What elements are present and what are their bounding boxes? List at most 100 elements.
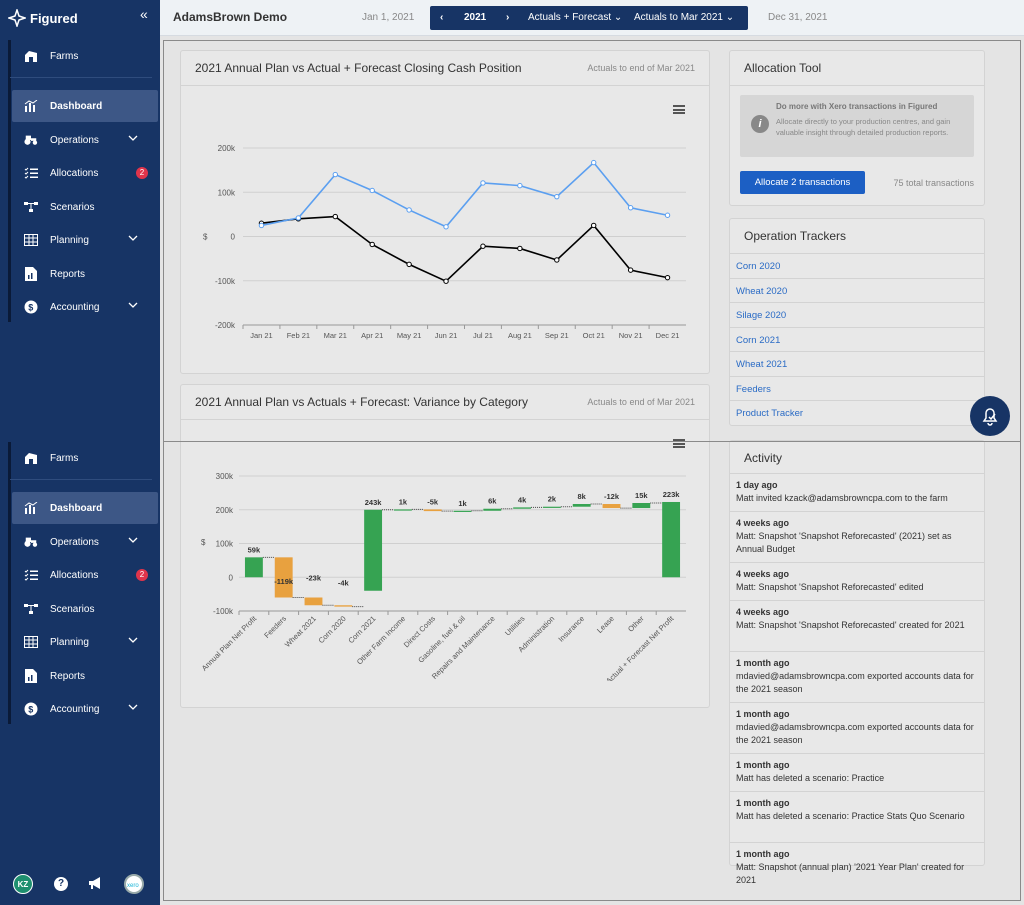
data-point[interactable] (591, 159, 597, 166)
allocate-transactions-button[interactable]: Allocate 2 transactions (740, 171, 865, 194)
waterfall-bar[interactable] (453, 510, 472, 512)
waterfall-bar[interactable] (393, 509, 412, 511)
activity-item: 4 weeks ago Matt: Snapshot 'Snapshot Refo… (730, 600, 985, 651)
sidebar-item-accounting[interactable]: $ Accounting (12, 693, 158, 725)
sidebar-item-scenarios[interactable]: Scenarios (12, 593, 158, 625)
data-point[interactable] (332, 213, 338, 220)
waterfall-bar[interactable] (542, 506, 561, 508)
data-point[interactable] (664, 212, 671, 218)
activity-title: Activity (744, 451, 783, 465)
data-point[interactable] (664, 274, 671, 281)
x-tick-label: Mar 21 (324, 331, 347, 340)
chart-menu-icon[interactable] (673, 439, 685, 448)
prev-year-icon[interactable]: ‹ (440, 12, 444, 23)
waterfall-bar[interactable] (632, 503, 651, 509)
info-title: Do more with Xero transactions in Figure… (776, 102, 938, 111)
data-point[interactable] (406, 207, 412, 213)
data-label: 1k (399, 497, 408, 506)
activity-item: 1 month ago Matt has deleted a scenario: … (730, 791, 985, 842)
waterfall-bar[interactable] (483, 508, 502, 511)
user-avatar[interactable]: KZ (13, 874, 33, 894)
report-icon (24, 267, 38, 281)
data-point[interactable] (627, 267, 634, 273)
data-point[interactable] (369, 187, 375, 194)
chart-menu-icon[interactable] (673, 105, 685, 114)
sidebar-item-operations[interactable]: Operations (12, 526, 158, 558)
activity-time: 1 month ago (736, 709, 790, 719)
tracker-link[interactable]: Wheat 2020 (730, 277, 985, 302)
tracker-link[interactable]: Product Tracker (730, 400, 985, 424)
range-dropdown[interactable]: Actuals to Mar 2021 ⌄ (634, 12, 734, 23)
sidebar-item-scenarios[interactable]: Scenarios (12, 191, 158, 223)
data-point[interactable] (480, 180, 486, 186)
tracker-link[interactable]: Corn 2020 (730, 253, 985, 277)
sidebar-item-reports[interactable]: Reports (12, 660, 158, 692)
data-label: -5k (427, 497, 439, 506)
figured-logo[interactable]: Figured (8, 6, 78, 30)
sidebar-item-allocations[interactable]: Allocations 2 (12, 559, 158, 591)
waterfall-bar[interactable] (334, 605, 353, 607)
y-tick-label: 300k (216, 472, 234, 481)
sidebar-item-operations[interactable]: Operations (12, 124, 158, 156)
data-point[interactable] (591, 222, 597, 229)
sidebar-item-dashboard[interactable]: Dashboard (12, 492, 158, 524)
data-point[interactable] (258, 222, 265, 229)
data-point[interactable] (554, 257, 560, 263)
sidebar-item-reports[interactable]: Reports (12, 258, 158, 290)
sidebar-item-planning[interactable]: Planning (12, 224, 158, 256)
data-point[interactable] (554, 193, 560, 200)
help-icon[interactable]: ? (54, 877, 68, 891)
waterfall-bar[interactable] (274, 557, 293, 598)
waterfall-bar[interactable] (572, 504, 591, 507)
mode-dropdown[interactable]: Actuals + Forecast ⌄ (528, 12, 622, 23)
allocations-badge: 2 (136, 569, 148, 581)
waterfall-bar[interactable] (304, 597, 323, 606)
data-point[interactable] (406, 261, 412, 268)
collapse-sidebar-icon[interactable]: « (140, 6, 148, 22)
svg-text:xero: xero (127, 883, 139, 889)
allocations-badge: 2 (136, 167, 148, 179)
data-point[interactable] (369, 241, 375, 248)
tracker-link[interactable]: Wheat 2021 (730, 351, 985, 375)
operation-trackers-card: Operation Trackers Corn 2020 Wheat 2020 Si… (729, 218, 985, 426)
sidebar-item-farms[interactable]: Farms (12, 40, 158, 72)
waterfall-bar[interactable] (513, 507, 532, 509)
data-point[interactable] (443, 278, 449, 284)
sidebar-item-planning[interactable]: Planning (12, 626, 158, 658)
waterfall-bar[interactable] (423, 509, 442, 512)
tracker-link[interactable]: Silage 2020 (730, 302, 985, 326)
sidebar-item-dashboard[interactable]: Dashboard (12, 90, 158, 122)
variance-card-title: 2021 Annual Plan vs Actuals + Forecast: … (195, 395, 528, 409)
notifications-fab[interactable] (970, 396, 1010, 436)
announcement-icon[interactable] (88, 876, 108, 896)
data-label: 2k (548, 495, 557, 504)
data-point[interactable] (517, 245, 523, 252)
activity-text: Matt: Snapshot 'Snapshot Reforecasted' (… (736, 531, 952, 554)
waterfall-bar[interactable] (662, 501, 681, 578)
variance-bar-chart: 300k 200k 100k 0 -100k $59k Annual Plan Net Pr… (200, 472, 686, 681)
data-point[interactable] (517, 182, 523, 189)
data-point[interactable] (443, 224, 449, 230)
tracker-link[interactable]: Feeders (730, 375, 985, 400)
waterfall-bar[interactable] (602, 504, 621, 509)
data-point[interactable] (332, 171, 338, 178)
xero-icon[interactable]: xero (124, 874, 144, 894)
chevron-down-icon (128, 635, 138, 646)
sidebar-item-allocations[interactable]: Allocations 2 (12, 157, 158, 189)
data-point[interactable] (295, 215, 302, 221)
tracker-link[interactable]: Corn 2021 (730, 326, 985, 351)
sidebar-item-accounting[interactable]: $ Accounting (12, 291, 158, 323)
data-point[interactable] (480, 243, 486, 249)
data-label: 1k (458, 499, 467, 508)
sidebar-item-farms[interactable]: Farms (12, 442, 158, 474)
data-point[interactable] (627, 205, 634, 211)
x-tick-label: Jun 21 (435, 331, 458, 340)
x-tick-label: Insurance (556, 614, 586, 644)
company-name[interactable]: AdamsBrown Demo (173, 10, 288, 24)
next-year-icon[interactable]: › (506, 12, 510, 23)
waterfall-bar[interactable] (244, 557, 263, 578)
sidebar-footer: KZ ? xero (0, 872, 160, 896)
waterfall-bar[interactable] (364, 509, 383, 591)
activity-text: Matt: Snapshot 'Snapshot Reforecasted' e… (736, 582, 924, 592)
data-label: -4k (338, 579, 350, 588)
